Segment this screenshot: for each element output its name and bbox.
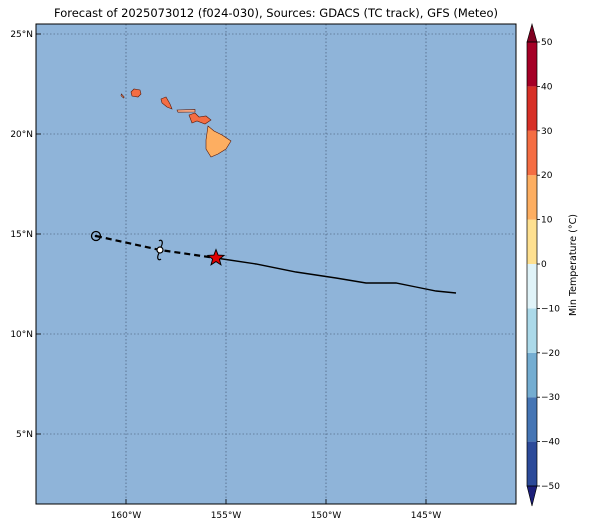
temperature-colorbar: −50 −40 −30 −20 −10 0 10 20 30 40 50 Min Temperatur… xyxy=(526,22,579,507)
colorbar-segment xyxy=(527,130,537,176)
colorbar-segment xyxy=(527,441,537,486)
ocean-background xyxy=(36,24,516,504)
storm-center-circle xyxy=(156,246,164,254)
x-tick-label: 150°W xyxy=(311,511,342,521)
x-tick-label: 155°W xyxy=(211,511,242,521)
forecast-track-line xyxy=(215,257,457,294)
colorbar-tick-label: 10 xyxy=(541,216,553,226)
colorbar-segment xyxy=(527,42,537,87)
latitude-axis: 5°N 10°N 15°N 20°N 25°N xyxy=(10,30,41,440)
y-tick-label: 15°N xyxy=(10,230,33,240)
x-tick-label: 145°W xyxy=(411,511,442,521)
colorbar-segment xyxy=(527,397,537,442)
colorbar-segment xyxy=(527,308,537,353)
y-tick-label: 20°N xyxy=(10,130,33,140)
island-niihau xyxy=(120,93,125,99)
x-tick-label: 160°W xyxy=(111,511,142,521)
colorbar-segment xyxy=(527,352,537,398)
colorbar-tick-label: 50 xyxy=(541,38,553,48)
colorbar-tick-label: 0 xyxy=(541,260,547,270)
colorbar-tick-label: −30 xyxy=(541,393,560,403)
map-gridlines xyxy=(36,24,516,504)
colorbar-tick-label: −20 xyxy=(541,349,560,359)
colorbar-tick-label: 40 xyxy=(541,82,553,92)
colorbar-segment xyxy=(527,175,537,220)
colorbar-segment xyxy=(527,219,537,264)
colorbar-tick-label: −50 xyxy=(541,482,560,492)
colorbar-segment xyxy=(527,86,537,131)
colorbar-tick-label: 30 xyxy=(541,127,553,137)
y-tick-label: 25°N xyxy=(10,30,33,40)
map-title: Forecast of 2025073012 (f024-030), Sourc… xyxy=(54,6,498,20)
storm-track xyxy=(90,230,457,294)
island-maui xyxy=(188,112,212,125)
track-start-dot xyxy=(94,234,98,238)
colorbar-tick-label: −40 xyxy=(541,438,560,448)
colorbar-tick-label: −10 xyxy=(541,304,560,314)
island-molokai xyxy=(176,109,196,113)
map-frame xyxy=(35,23,517,505)
island-kauai xyxy=(130,88,142,98)
colorbar-tick-label: 20 xyxy=(541,171,553,181)
tropical-storm-icon xyxy=(158,239,163,248)
colorbar-segment xyxy=(527,264,537,309)
y-tick-label: 10°N xyxy=(10,330,33,340)
colorbar-extend-high xyxy=(526,22,538,43)
current-position-star xyxy=(206,248,226,266)
hawaiian-islands xyxy=(120,88,232,158)
y-tick-label: 5°N xyxy=(16,430,33,440)
island-hawaii xyxy=(205,125,232,158)
colorbar-label: Min Temperature (°C) xyxy=(568,214,579,316)
tropical-storm-icon-tail xyxy=(157,252,162,261)
colorbar-extend-low xyxy=(526,485,538,507)
island-oahu xyxy=(160,96,173,110)
track-start-circle xyxy=(90,230,102,242)
longitude-axis: 160°W 155°W 150°W 145°W xyxy=(111,499,442,521)
